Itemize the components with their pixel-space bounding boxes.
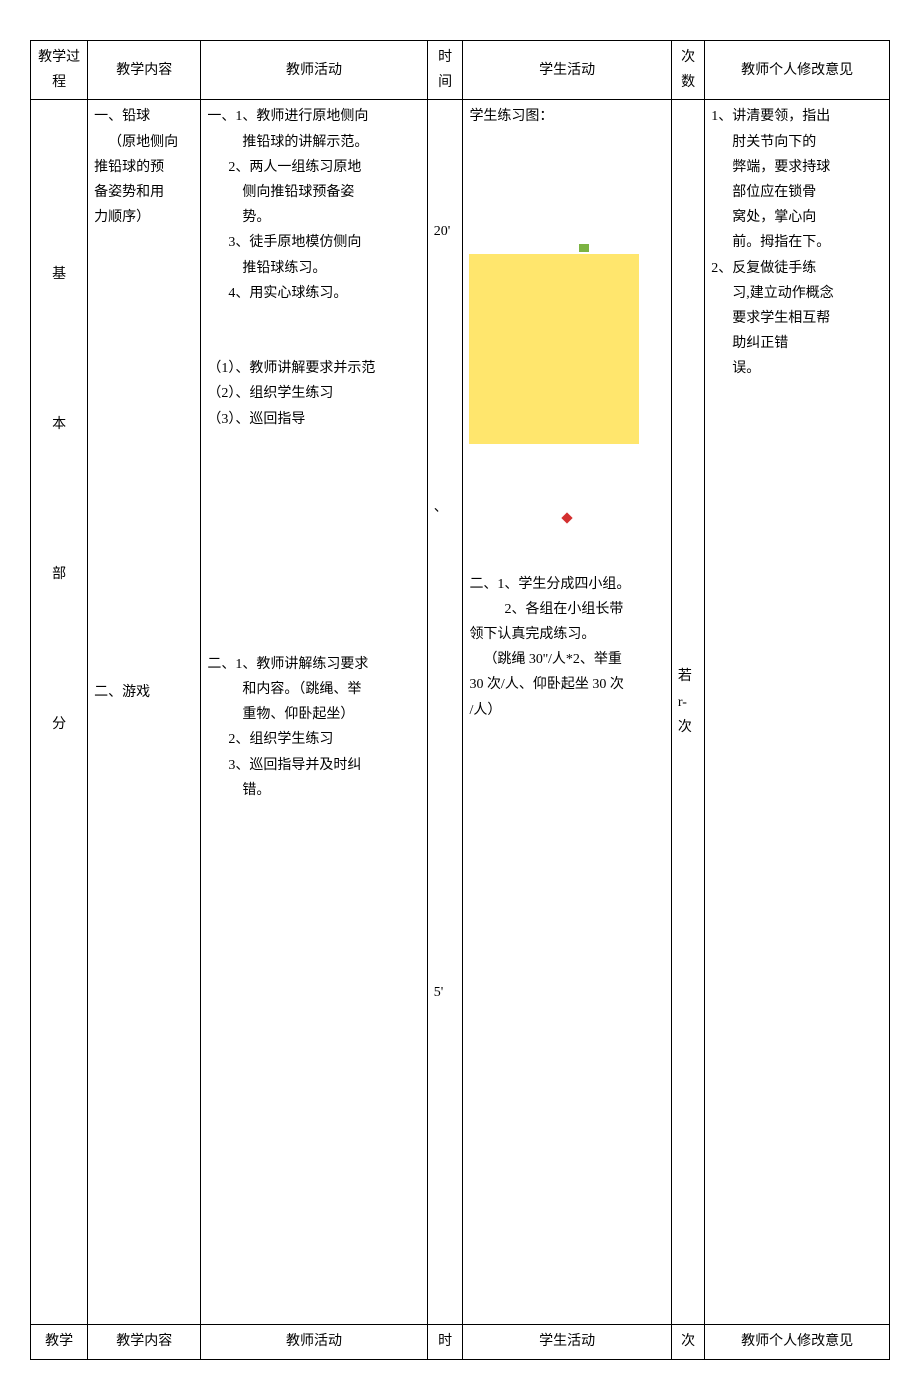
diagram-placeholder	[469, 254, 639, 444]
header-count: 次数	[671, 41, 704, 100]
student-s1-title: 学生练习图：	[469, 109, 553, 124]
teacher-s1-l1: 一、1、教师进行原地侧向	[207, 109, 368, 124]
footer-row: 教学 教学内容 教师活动 时 学生活动 次 教师个人修改意见	[31, 1325, 890, 1359]
content-s1-l2: 推铅球的预	[94, 160, 164, 175]
footer-count: 次	[671, 1325, 704, 1359]
teacher-s1-l4: 4、用实心球练习。	[207, 281, 420, 306]
footer-content: 教学内容	[88, 1325, 201, 1359]
teacher-s2-l1b: 和内容。（跳绳、举	[207, 677, 420, 702]
header-row: 教学过程 教学内容 教师活动 时间 学生活动 次数 教师个人修改意见	[31, 41, 890, 100]
footer-comment: 教师个人修改意见	[705, 1325, 890, 1359]
comment-l1b: 肘关节向下的	[711, 130, 883, 155]
time-1: 20'	[434, 224, 451, 239]
comment-l2e: 误。	[711, 356, 883, 381]
teacher-s1-p3: （3）、巡回指导	[207, 412, 305, 427]
teacher-s2-l1c: 重物、仰卧起坐）	[207, 702, 420, 727]
student-s2-l4: （跳绳 30''/人*2、举重	[469, 647, 664, 672]
header-content: 教学内容	[88, 41, 201, 100]
content-s1-l4: 力顺序）	[94, 210, 150, 225]
content-s1-title: 一、铅球	[94, 109, 150, 124]
comment-cell: 1、讲清要领，指出 肘关节向下的 弊端，要求持球 部位应在锁骨 窝处，掌心向 前…	[705, 100, 890, 1325]
comment-l2b: 习,建立动作概念	[711, 281, 883, 306]
time-mark: 、	[434, 495, 457, 520]
content-s1-l1: （原地侧向	[94, 130, 194, 155]
student-s2-l6: /人）	[469, 703, 501, 718]
footer-student: 学生活动	[463, 1325, 671, 1359]
student-s2-l3: 领下认真完成练习。	[469, 627, 595, 642]
student-s2-l5: 30 次/人、仰卧起坐 30 次	[469, 677, 623, 692]
teacher-s1-p2: （2）、组织学生练习	[207, 386, 333, 401]
comment-l2: 2、反复做徒手练	[711, 261, 816, 276]
footer-process: 教学	[31, 1325, 88, 1359]
student-s2-l1: 二、1、学生分成四小组。	[469, 577, 630, 592]
process-label-4: 分	[37, 690, 81, 760]
teacher-cell: 一、1、教师进行原地侧向 推铅球的讲解示范。 2、两人一组练习原地 侧向推铅球预…	[201, 100, 427, 1325]
teacher-s1-l3b: 推铅球练习。	[207, 256, 420, 281]
header-process: 教学过程	[31, 41, 88, 100]
header-teacher: 教师活动	[201, 41, 427, 100]
teacher-s1-l2: 2、两人一组练习原地	[207, 155, 420, 180]
teacher-s2-l3b: 错。	[207, 778, 420, 803]
count-3: 次	[678, 720, 692, 735]
count-cell: 若 r- 次	[671, 100, 704, 1325]
red-diamond-icon	[562, 512, 573, 523]
time-cell: 20' 、 5'	[427, 100, 463, 1325]
teacher-s1-l3: 3、徒手原地模仿侧向	[207, 230, 420, 255]
comment-l2c: 要求学生相互帮	[711, 306, 883, 331]
count-1: 若	[678, 669, 692, 684]
process-label-2: 本	[37, 390, 81, 460]
student-cell: 学生练习图： 二、1、学生分成四小组。 2、各组在小组长带 领下认真完成练习。 …	[463, 100, 671, 1325]
count-2: r-	[678, 695, 687, 710]
process-cell: 基 本 部 分	[31, 100, 88, 1325]
teacher-s1-p1: （1）、教师讲解要求并示范	[207, 361, 375, 376]
header-comment: 教师个人修改意见	[705, 41, 890, 100]
content-s1-l3: 备姿势和用	[94, 185, 164, 200]
teacher-s2-l1: 二、1、教师讲解练习要求	[207, 657, 368, 672]
footer-time: 时	[427, 1325, 463, 1359]
lesson-plan-table: 教学过程 教学内容 教师活动 时间 学生活动 次数 教师个人修改意见 基 本 部…	[30, 40, 890, 1360]
comment-l1d: 部位应在锁骨	[711, 180, 883, 205]
content-s2-title: 二、游戏	[94, 685, 150, 700]
header-student: 学生活动	[463, 41, 671, 100]
teacher-s2-l3: 3、巡回指导并及时纠	[207, 753, 420, 778]
teacher-s2-l2: 2、组织学生练习	[207, 727, 420, 752]
comment-l1f: 前。拇指在下。	[711, 230, 883, 255]
header-time: 时间	[427, 41, 463, 100]
teacher-s1-l2c: 势。	[207, 205, 420, 230]
comment-l1c: 弊端，要求持球	[711, 155, 883, 180]
comment-l1: 1、讲清要领，指出	[711, 109, 830, 124]
green-square-icon	[579, 244, 589, 252]
time-2: 5'	[434, 985, 444, 1000]
student-s2-l2: 2、各组在小组长带	[469, 597, 664, 622]
content-cell: 一、铅球 （原地侧向 推铅球的预 备姿势和用 力顺序） 二、游戏	[88, 100, 201, 1325]
comment-l2d: 助纠正错	[711, 331, 883, 356]
process-label-1: 基	[37, 240, 81, 310]
process-label-3: 部	[37, 540, 81, 610]
body-row: 基 本 部 分 一、铅球 （原地侧向 推铅球的预 备姿势和用 力顺序） 二、游戏…	[31, 100, 890, 1325]
teacher-s1-l2b: 侧向推铅球预备姿	[207, 180, 420, 205]
comment-l1e: 窝处，掌心向	[711, 205, 883, 230]
teacher-s1-l1b: 推铅球的讲解示范。	[207, 130, 420, 155]
footer-teacher: 教师活动	[201, 1325, 427, 1359]
